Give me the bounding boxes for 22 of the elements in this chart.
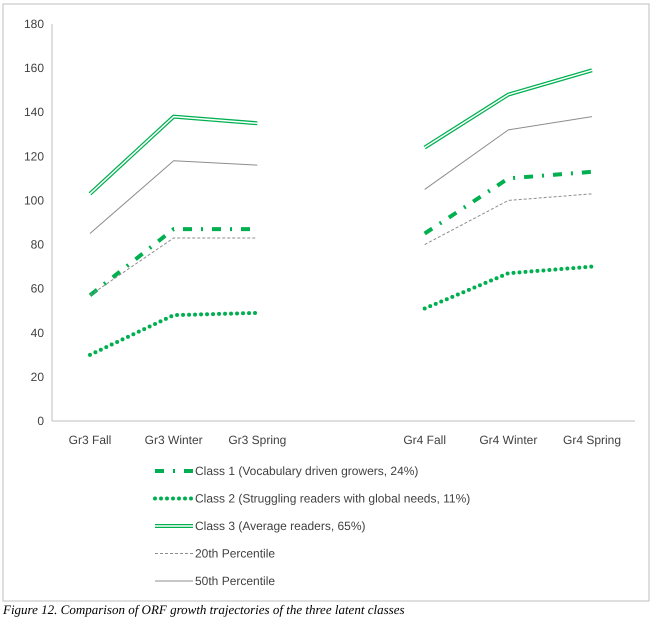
y-tick-label: 160 [24, 61, 44, 76]
x-tick-label: Gr4 Winter [479, 433, 538, 447]
y-tick-label: 0 [37, 414, 44, 428]
x-tick-label: Gr4 Fall [403, 433, 446, 447]
x-tick-label: Gr3 Winter [144, 433, 203, 447]
y-tick-label: 40 [30, 326, 44, 340]
y-tick-label: 140 [24, 105, 44, 120]
x-tick-label: Gr3 Fall [68, 433, 112, 447]
legend-label: Class 3 (Average readers, 65%) [195, 519, 366, 533]
y-tick-label: 60 [30, 282, 44, 296]
y-tick-label: 20 [30, 370, 44, 384]
y-tick-label: 80 [30, 238, 44, 252]
y-tick-label: 180 [24, 17, 44, 31]
x-tick-label: Gr4 Spring [562, 433, 622, 447]
y-tick-label: 120 [24, 149, 44, 164]
x-tick-label: Gr3 Spring [228, 433, 286, 447]
legend-label: Class 2 (Struggling readers with global needs, 11%) [195, 492, 470, 506]
caption: Figure 12. Comparison of ORF growth trajectories of the three latent classes [2, 602, 405, 617]
legend-label: 50th Percentile [195, 574, 276, 588]
legend-label: 20th Percentile [195, 546, 276, 560]
y-tick-label: 100 [24, 193, 44, 208]
legend-label: Class 1 (Vocabulary driven growers, 24%) [195, 464, 418, 478]
